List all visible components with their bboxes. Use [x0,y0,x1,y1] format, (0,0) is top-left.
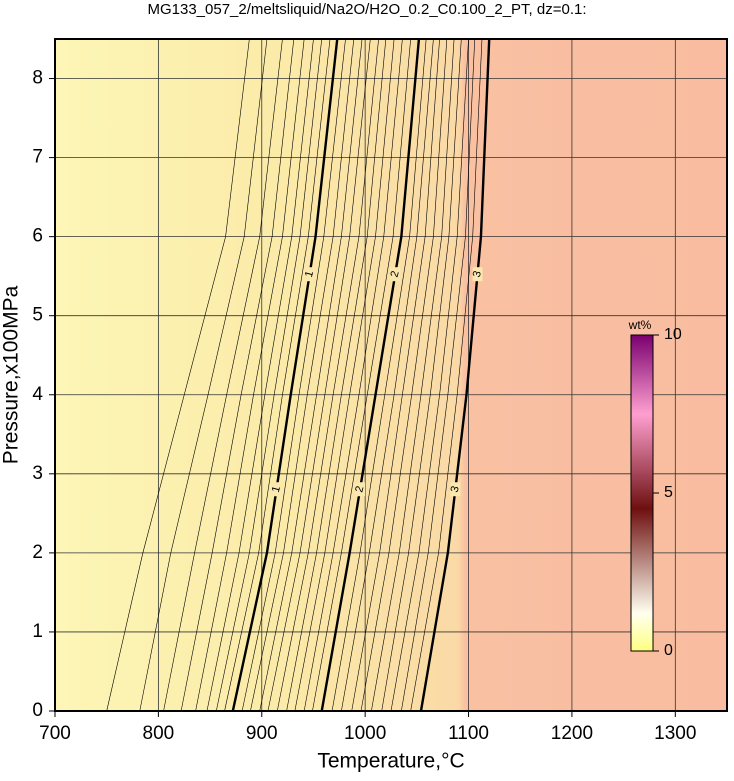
y-tick-label: 1 [32,621,43,642]
y-tick-label: 2 [32,542,43,563]
contour-line [410,38,483,712]
contour-line [139,38,268,712]
y-axis-label: Pressure,x100MPa [0,285,23,464]
y-tick-label: 4 [32,384,43,405]
contour-line [419,38,491,712]
y-tick-label: 7 [32,147,43,168]
contour-label-bg [271,482,282,497]
contour-label: 2 [389,270,402,279]
contour-line [180,38,295,712]
y-tick-label: 8 [32,68,43,89]
contour-line [371,38,455,712]
contour-line [286,38,387,712]
x-tick-label: 1200 [551,723,593,744]
contour-line [106,38,250,712]
contour-label-bg [450,482,461,497]
y-tick-label: 6 [32,226,43,247]
plot-area [55,39,727,711]
contour-line [294,38,395,712]
contour-line [401,38,476,712]
contour-label: 3 [449,485,462,494]
contour-line [303,38,403,712]
y-tick-label: 3 [32,463,43,484]
contour-line [259,38,363,712]
x-tick-label: 800 [143,723,175,744]
chart-title: MG133_057_2/meltsliquid/Na2O/H2O_0.2_C0.… [147,1,586,18]
contour-line [331,38,427,712]
contour-label: 2 [353,485,366,494]
x-tick-label: 900 [246,723,278,744]
contour-line [267,38,371,712]
contour-label-bg [472,267,483,282]
contour-line [360,38,448,712]
y-tick-label: 5 [32,305,43,326]
colorbar-label: wt% [628,318,652,332]
colorbar-tick-label: 10 [664,326,682,343]
x-axis-label: Temperature,°C [317,750,464,773]
contour-line [241,38,346,712]
plot-frame [54,38,728,712]
contour-line [215,38,323,712]
contour-line [163,38,283,712]
contour-line [312,38,411,712]
contour-line [224,38,331,712]
contour-label: 3 [471,270,484,279]
contour-line [320,38,421,712]
contour-line [250,38,355,712]
contour-label: 1 [270,485,283,494]
contour-label-bg [304,267,315,282]
contour-line [351,38,440,712]
x-tick-label: 700 [39,723,71,744]
contour-line [231,38,339,712]
y-tick-label: 0 [32,700,43,721]
x-tick-label: 1300 [654,723,696,744]
x-tick-label: 1100 [448,723,489,744]
contour-line [195,38,305,712]
colorbar [630,334,654,652]
contour-line [276,38,379,712]
contour-line [341,38,434,712]
contour-label: 1 [303,270,316,279]
contour-label-bg [390,267,401,282]
contour-line [381,38,462,712]
contour-line [390,38,469,712]
contour-label-bg [355,482,366,497]
x-tick-label: 1000 [344,723,386,744]
contour-line [206,38,314,712]
colorbar-tick-label: 5 [664,484,673,501]
colorbar-tick-label: 0 [664,642,673,659]
